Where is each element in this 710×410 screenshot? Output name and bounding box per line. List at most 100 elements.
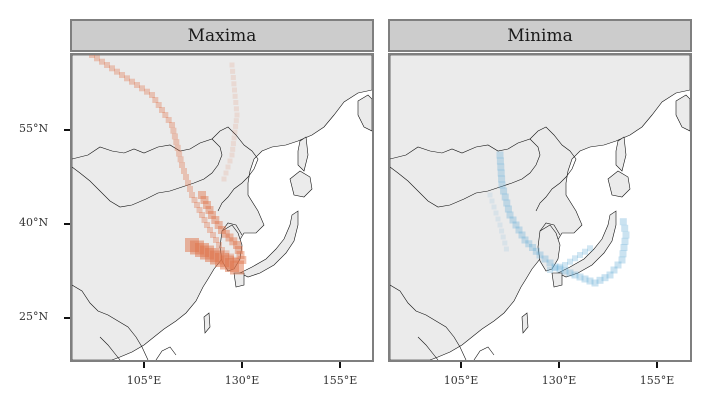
heat-cell: [210, 232, 216, 238]
heat-cell: [621, 224, 629, 232]
heat-cell: [165, 117, 172, 123]
heat-cell: [229, 237, 238, 246]
heat-cell: [114, 68, 120, 75]
x-tick-155e-left: 155°E: [322, 374, 358, 387]
x-tickmark-130e-left: [241, 362, 243, 368]
heat-cell: [562, 262, 568, 268]
heat-cell: [171, 133, 178, 140]
heat-cell: [183, 174, 189, 180]
heat-cell: [216, 242, 222, 248]
map-minima: [388, 53, 692, 362]
heat-cell: [223, 170, 229, 176]
region-kyushu: [233, 272, 245, 288]
heat-cell: [170, 127, 177, 134]
heat-cell: [591, 279, 599, 287]
y-tickmark-40n: [64, 223, 70, 225]
heat-cell: [173, 139, 180, 146]
y-tickmark-55n: [64, 129, 70, 131]
heat-cell: [489, 198, 495, 204]
heat-cell: [497, 163, 505, 171]
heat-cell: [199, 212, 205, 218]
x-tick-130e-right: 130°E: [541, 374, 577, 387]
heat-cell: [610, 266, 618, 274]
heat-cell: [219, 247, 225, 253]
region-land-west: [72, 55, 372, 360]
heat-cell: [225, 233, 234, 242]
heat-cell: [606, 271, 614, 279]
region-land-west: [390, 55, 690, 360]
region-kyushu: [551, 272, 563, 288]
heat-cell: [174, 144, 181, 151]
region-kamchatka: [675, 94, 690, 132]
heat-cell: [561, 267, 569, 275]
x-tickmark-155e-right: [656, 362, 658, 368]
heat-cell: [621, 237, 629, 245]
heat-cell: [189, 192, 195, 198]
region-kamchatka: [357, 94, 372, 132]
heat-cell: [487, 192, 493, 198]
heat-cell: [497, 169, 505, 177]
heat-cell: [495, 216, 501, 222]
map-canvas-minima: [390, 55, 690, 360]
heat-cell: [541, 255, 549, 263]
border-line-2: [221, 222, 243, 236]
heat-cell: [185, 180, 191, 186]
heat-cell: [512, 221, 520, 229]
x-tickmark-155e-left: [339, 362, 341, 368]
border-line-1: [211, 126, 259, 212]
heat-cell: [236, 251, 245, 259]
border-line-4: [99, 336, 121, 360]
heat-cell: [233, 241, 241, 249]
heat-cell: [566, 269, 574, 277]
heat-cell: [109, 65, 115, 72]
heat-cell: [491, 204, 497, 210]
map-maxima: [70, 53, 374, 362]
heat-cell: [503, 246, 509, 252]
heat-cell: [104, 62, 110, 68]
heat-cell: [232, 87, 237, 93]
region-sakhalin: [615, 136, 627, 172]
heat-cell: [231, 81, 237, 87]
heat-cell: [177, 156, 184, 163]
heat-cell: [497, 222, 503, 228]
heat-cell: [498, 181, 506, 189]
heat-cell: [572, 255, 578, 262]
heat-cell: [525, 240, 533, 248]
heat-cell: [203, 201, 211, 209]
heat-cell: [582, 248, 588, 255]
heat-cell: [232, 129, 238, 135]
heat-cell: [500, 234, 506, 240]
heat-cell: [496, 157, 504, 165]
x-tickmark-105e-left: [143, 362, 145, 368]
heat-cell: [493, 210, 499, 216]
heat-cell: [500, 187, 508, 195]
border-line-4: [417, 336, 439, 360]
heat-cell: [194, 202, 200, 208]
heat-cell: [501, 193, 509, 201]
border-line-0: [390, 138, 541, 208]
heat-cell: [601, 274, 609, 282]
y-tick-40n: 40°N: [19, 216, 49, 229]
heat-cell: [581, 275, 589, 283]
heat-cell: [149, 92, 155, 98]
heat-cell: [208, 211, 216, 219]
heat-cell: [557, 263, 563, 270]
heat-cell: [234, 246, 243, 254]
heat-cell: [198, 191, 206, 199]
heat-cell: [536, 251, 544, 259]
heat-cell: [207, 227, 213, 233]
x-tick-130e-left: 130°E: [224, 374, 260, 387]
heat-cell: [229, 62, 235, 68]
heat-cell: [229, 152, 235, 158]
panel-title-minima-text: Minima: [507, 25, 573, 46]
heat-cell: [234, 112, 240, 118]
y-tick-25n: 25°N: [19, 310, 49, 323]
heat-cell: [187, 186, 193, 192]
heat-cell: [622, 231, 630, 239]
heat-cell: [532, 247, 540, 255]
heat-cell: [155, 102, 162, 108]
heat-cell: [619, 218, 627, 226]
heat-cell: [162, 112, 169, 118]
heat-cell: [521, 236, 529, 244]
heat-cell: [211, 216, 220, 224]
